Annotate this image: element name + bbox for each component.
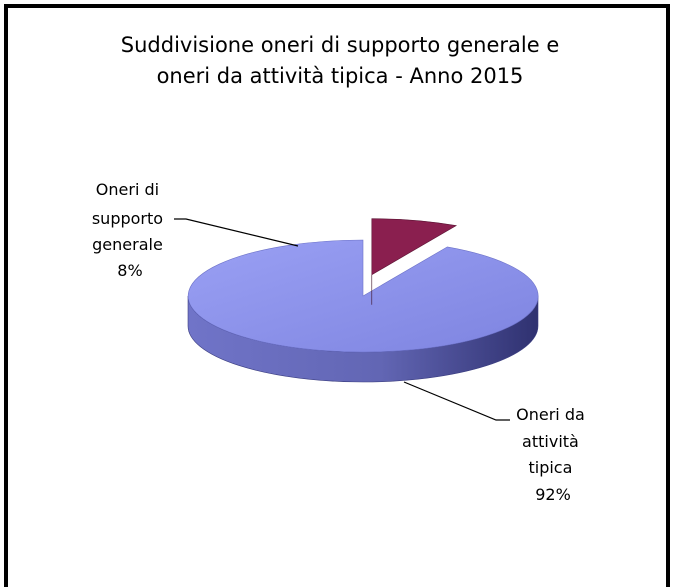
data-label-supporto-line-1: Oneri di xyxy=(96,180,159,199)
chart-title-line-2: oneri da attività tipica - Anno 2015 xyxy=(156,64,524,88)
data-label-tipica-value: 92% xyxy=(535,485,571,504)
data-label-supporto-line-2: supporto xyxy=(92,209,163,228)
data-label-supporto-line-3: generale xyxy=(92,235,163,254)
pie-slice-supporto xyxy=(371,218,457,276)
data-label-supporto-value: 8% xyxy=(117,261,142,280)
leader-line-supporto xyxy=(174,218,299,247)
data-label-tipica-line-2: attività xyxy=(522,432,579,451)
chart-title: Suddivisione oneri di supporto generale … xyxy=(0,30,680,92)
data-label-tipica: Oneri da attività tipica 92% xyxy=(516,405,590,504)
data-label-supporto: Oneri di supporto generale 8% xyxy=(92,180,168,280)
leader-line-tipica xyxy=(403,381,510,421)
chart-title-line-1: Suddivisione oneri di supporto generale … xyxy=(120,33,560,57)
pie-slice-tipica xyxy=(187,239,539,353)
data-label-tipica-line-3: tipica xyxy=(528,458,572,477)
data-label-tipica-line-1: Oneri da xyxy=(516,405,585,424)
